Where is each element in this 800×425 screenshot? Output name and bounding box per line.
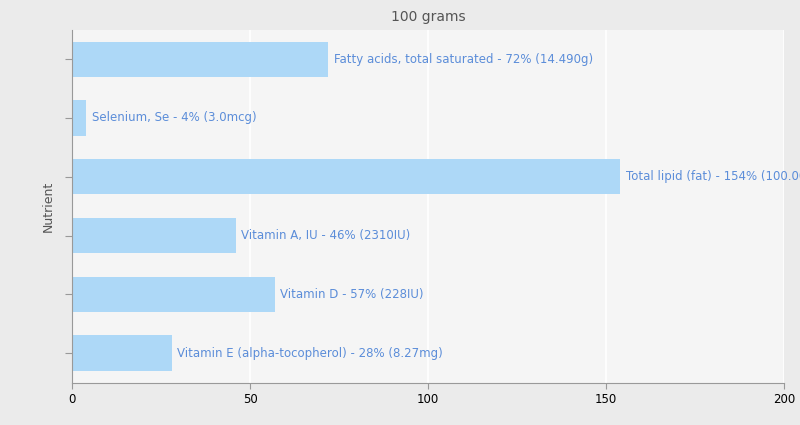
Text: Vitamin A, IU - 46% (2310IU): Vitamin A, IU - 46% (2310IU) — [241, 229, 410, 242]
Text: Vitamin E (alpha-tocopherol) - 28% (8.27mg): Vitamin E (alpha-tocopherol) - 28% (8.27… — [177, 347, 442, 360]
Bar — [72, 100, 86, 136]
Bar — [72, 277, 275, 312]
Bar — [72, 218, 236, 253]
Bar — [72, 335, 172, 371]
Text: Selenium, Se - 4% (3.0mcg): Selenium, Se - 4% (3.0mcg) — [91, 111, 256, 125]
Text: Fatty acids, total saturated - 72% (14.490g): Fatty acids, total saturated - 72% (14.4… — [334, 53, 593, 65]
Text: Vitamin D - 57% (228IU): Vitamin D - 57% (228IU) — [280, 288, 424, 301]
Bar — [72, 159, 620, 194]
Y-axis label: Nutrient: Nutrient — [42, 181, 54, 232]
Bar — [72, 42, 328, 77]
Title: 100 grams: 100 grams — [390, 11, 466, 24]
Text: Total lipid (fat) - 154% (100.00g): Total lipid (fat) - 154% (100.00g) — [626, 170, 800, 183]
